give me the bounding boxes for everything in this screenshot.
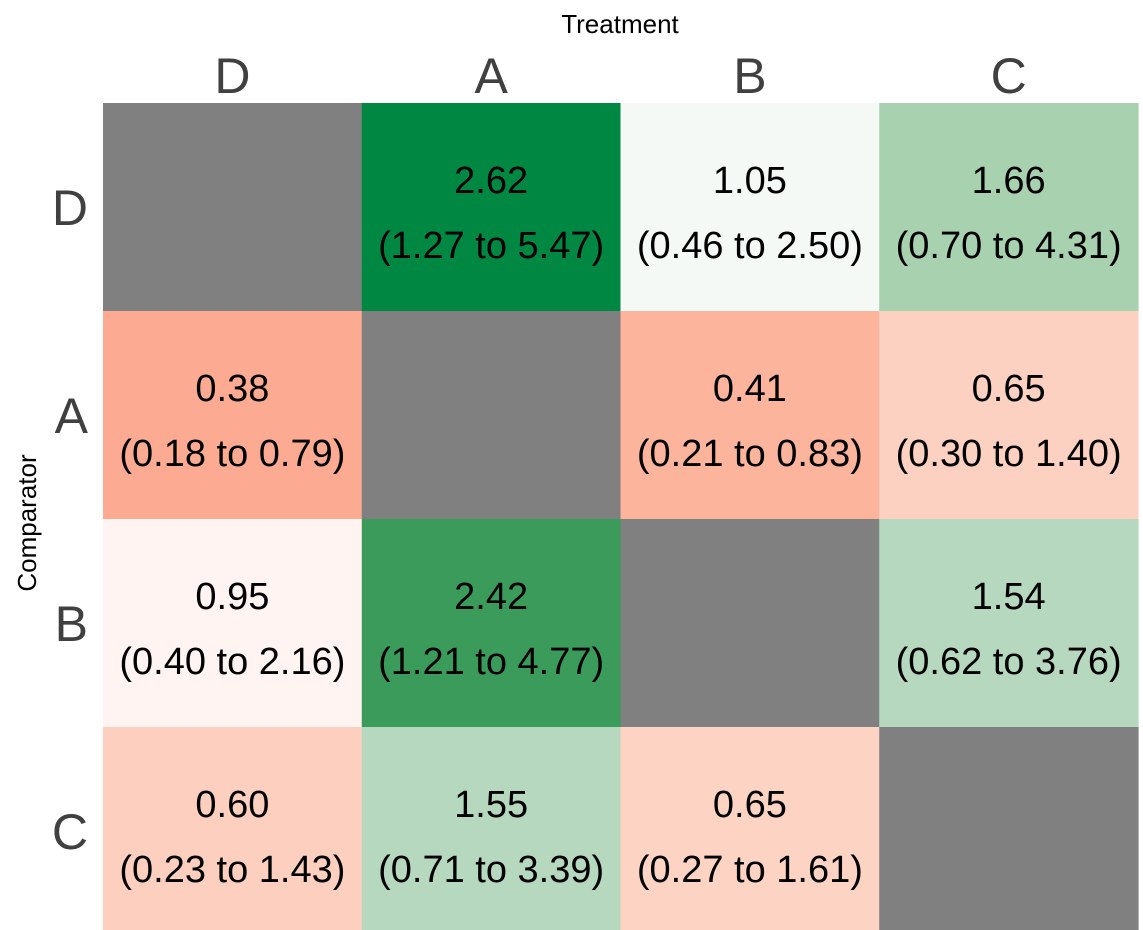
cell-ci-label: (0.21 to 0.83) bbox=[637, 433, 863, 475]
cell-ci-label: (0.30 to 1.40) bbox=[896, 433, 1122, 475]
cell-ci-label: (1.27 to 5.47) bbox=[378, 225, 604, 267]
heatmap-cell bbox=[361, 727, 622, 930]
cell-ci-label: (0.62 to 3.76) bbox=[896, 641, 1122, 683]
heatmap-cell bbox=[361, 103, 622, 312]
cell-ci-label: (0.18 to 0.79) bbox=[119, 433, 345, 475]
cell-labels: 2.62 (1.27 to 5.47) 1.05 (0.46 to 2.50) 1.66… bbox=[119, 160, 1121, 891]
heatmap-cell bbox=[103, 519, 363, 728]
cell-ci-label: (0.27 to 1.61) bbox=[637, 849, 863, 891]
heatmap-cell bbox=[620, 103, 880, 312]
x-axis-title: Treatment bbox=[561, 9, 679, 39]
cell-value-label: 0.38 bbox=[195, 368, 269, 410]
cell-value-label: 2.42 bbox=[454, 576, 528, 618]
cell-value-label: 0.60 bbox=[195, 784, 269, 826]
cell-ci-label: (0.71 to 3.39) bbox=[378, 849, 604, 891]
heatmap-cell-diagonal bbox=[620, 519, 880, 728]
heatmap-cell bbox=[879, 519, 1139, 728]
x-tick-label: A bbox=[474, 48, 508, 104]
x-tick-label: D bbox=[214, 48, 250, 104]
cell-ci-label: (0.70 to 4.31) bbox=[896, 225, 1122, 267]
cell-value-label: 1.55 bbox=[454, 784, 528, 826]
cell-value-label: 1.05 bbox=[713, 160, 787, 202]
heatmap-cell bbox=[620, 311, 880, 520]
heatmap-cells bbox=[103, 103, 1139, 930]
heatmap-cell bbox=[103, 311, 363, 520]
heatmap-cell bbox=[103, 727, 363, 930]
x-tick-label: B bbox=[733, 48, 766, 104]
y-tick-label: D bbox=[52, 180, 88, 236]
y-tick-label: C bbox=[52, 804, 88, 860]
cell-value-label: 0.65 bbox=[713, 784, 787, 826]
cell-value-label: 0.41 bbox=[713, 368, 787, 410]
cell-value-label: 0.65 bbox=[972, 368, 1046, 410]
cell-ci-label: (1.21 to 4.77) bbox=[378, 641, 604, 683]
y-tick-labels: D A B C bbox=[52, 180, 89, 860]
cell-value-label: 1.54 bbox=[972, 576, 1046, 618]
heatmap-cell bbox=[361, 519, 622, 728]
y-tick-label: A bbox=[55, 388, 89, 444]
cell-ci-label: (0.23 to 1.43) bbox=[119, 849, 345, 891]
heatmap-cell bbox=[620, 727, 880, 930]
cell-ci-label: (0.40 to 2.16) bbox=[119, 641, 345, 683]
heatmap-cell bbox=[879, 103, 1139, 312]
cell-value-label: 0.95 bbox=[195, 576, 269, 618]
cell-value-label: 2.62 bbox=[454, 160, 528, 202]
cell-value-label: 1.66 bbox=[972, 160, 1046, 202]
y-tick-label: B bbox=[55, 596, 88, 652]
heatmap-cell-diagonal bbox=[103, 103, 363, 312]
cell-ci-label: (0.46 to 2.50) bbox=[637, 225, 863, 267]
x-tick-label: C bbox=[991, 48, 1027, 104]
heatmap-cell bbox=[879, 311, 1139, 520]
heatmap-cell-diagonal bbox=[879, 727, 1139, 930]
heatmap-cell-diagonal bbox=[361, 311, 622, 520]
y-axis-title: Comparator bbox=[12, 454, 42, 592]
